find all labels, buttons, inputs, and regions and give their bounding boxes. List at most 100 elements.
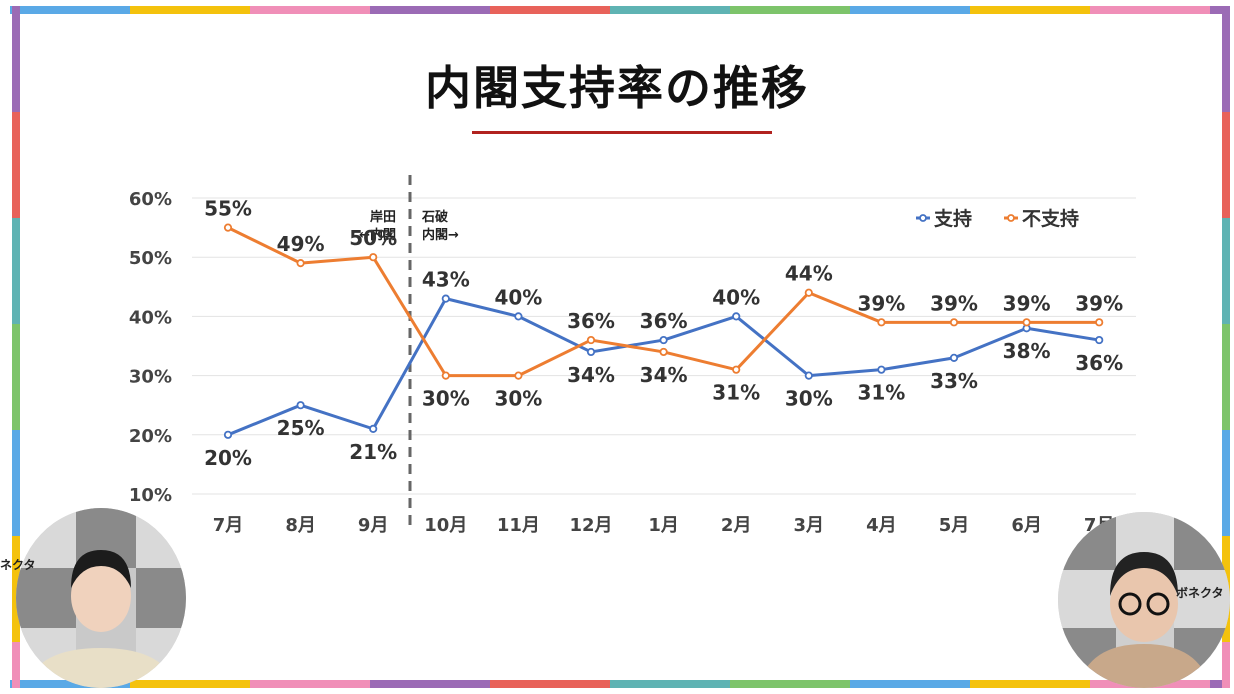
border-segment	[370, 680, 490, 688]
slide-panel	[22, 14, 1212, 678]
border-segment	[12, 218, 20, 324]
data-point	[296, 259, 305, 268]
border-segment	[730, 6, 850, 14]
x-tick-label: 12月	[569, 515, 612, 536]
data-point	[732, 365, 741, 374]
border-segment	[1090, 6, 1210, 14]
data-label: 49%	[277, 232, 325, 256]
border-segment	[370, 6, 490, 14]
grid-lines	[192, 197, 1136, 495]
data-point	[441, 294, 450, 303]
data-label: 44%	[785, 262, 833, 286]
data-point	[514, 371, 523, 380]
border-segment	[610, 680, 730, 688]
legend-label: 支持	[933, 207, 972, 230]
data-label: 30%	[494, 387, 542, 411]
data-point	[659, 347, 668, 357]
data-point	[804, 371, 813, 380]
y-tick-label: 60%	[129, 189, 172, 210]
border-segment	[1222, 6, 1230, 112]
border-segment	[490, 680, 610, 688]
x-tick-label: 2月	[721, 515, 752, 536]
x-tick-label: 4月	[866, 515, 897, 536]
border-segment	[970, 680, 1090, 688]
border-segment	[850, 6, 970, 14]
data-point	[732, 312, 741, 321]
data-point	[1095, 318, 1104, 327]
border-segment	[1222, 430, 1230, 536]
border-segment	[730, 680, 850, 688]
series-group: 20% 25% 21% 43% 40% 34% 36% 40% 30% 31% 33% 38% 36% 5…	[204, 197, 1123, 470]
page-title: 内閣支持率の推移	[425, 61, 809, 115]
border-segment	[130, 6, 250, 14]
divider-left-label: ←内閣	[359, 227, 396, 243]
x-tick-label: 7月	[213, 515, 244, 536]
data-label: 50%	[349, 226, 397, 250]
data-point	[1095, 335, 1104, 345]
border-segment	[850, 680, 970, 688]
y-tick-label: 50%	[129, 248, 172, 269]
border-segment	[10, 6, 130, 14]
brand-logo-right: ボネクタ	[1176, 586, 1224, 600]
y-axis: 10% 20% 30% 40% 50% 60%	[129, 189, 172, 506]
border-segment	[1222, 642, 1230, 688]
presenter-left-video	[16, 508, 186, 688]
data-label: 38%	[1003, 339, 1051, 363]
x-tick-label: 8月	[285, 515, 316, 536]
legend-label: 不支持	[1022, 207, 1079, 230]
data-label: 25%	[277, 416, 325, 440]
data-label: 21%	[349, 440, 397, 464]
data-point	[804, 288, 813, 297]
data-point	[1022, 318, 1031, 327]
x-tick-label: 6月	[1011, 515, 1042, 536]
x-tick-label: 5月	[939, 515, 970, 536]
border-segment	[12, 430, 20, 536]
data-label: 43%	[422, 268, 470, 292]
border-segment	[130, 680, 250, 688]
data-point	[659, 335, 668, 345]
y-tick-label: 20%	[129, 426, 172, 447]
border-segment	[970, 6, 1090, 14]
border-segment	[1222, 324, 1230, 430]
legend: 支持 不支持	[916, 207, 1079, 230]
data-label: 30%	[785, 387, 833, 411]
border-segment	[610, 6, 730, 14]
data-point	[223, 430, 233, 439]
border-segment	[12, 112, 20, 218]
legend-marker	[1007, 214, 1015, 222]
data-point	[949, 318, 959, 327]
border-segment	[10, 680, 130, 688]
data-point	[877, 318, 886, 327]
data-point	[877, 365, 886, 374]
divider-right-label: 石破	[421, 209, 448, 225]
x-tick-label: 3月	[794, 515, 825, 536]
data-label: 36%	[1075, 351, 1123, 375]
data-label: 30%	[422, 387, 470, 411]
border-segment	[250, 6, 370, 14]
data-label: 39%	[1003, 291, 1051, 315]
data-label: 39%	[1075, 291, 1123, 315]
divider-left-label: 岸田	[370, 209, 396, 225]
border-segment	[12, 324, 20, 430]
data-label: 33%	[930, 369, 978, 393]
data-label: 36%	[640, 309, 688, 333]
data-label: 39%	[930, 291, 978, 315]
data-point	[586, 347, 596, 357]
brand-logo-left: ネクタ	[0, 558, 36, 572]
data-label: 34%	[567, 363, 615, 387]
y-tick-label: 30%	[129, 367, 172, 388]
border-segment	[12, 6, 20, 112]
data-point	[949, 353, 959, 362]
data-point	[369, 424, 378, 433]
data-label: 55%	[204, 197, 252, 221]
data-label: 20%	[204, 446, 252, 470]
x-axis: 7月8月9月10月11月12月1月2月3月4月5月6月7月	[213, 515, 1115, 536]
border-segment	[1210, 6, 1224, 14]
data-label: 40%	[712, 285, 760, 309]
data-label: 39%	[857, 291, 905, 315]
data-point	[586, 335, 596, 345]
x-tick-label: 9月	[358, 515, 389, 536]
data-point	[369, 253, 378, 262]
